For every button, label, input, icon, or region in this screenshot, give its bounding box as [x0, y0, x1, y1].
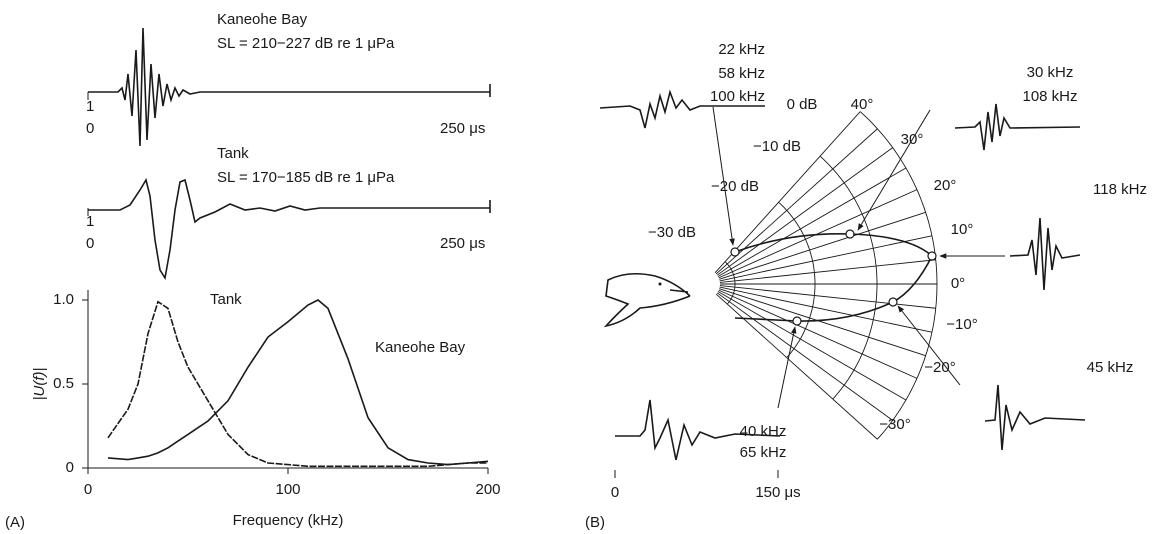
radial-line: [719, 259, 936, 283]
amp-label: 1: [86, 98, 94, 115]
waveform: [984, 384, 1086, 451]
site-label: Kaneohe Bay: [217, 11, 308, 28]
waveform: [599, 89, 765, 129]
level-arc: [778, 201, 816, 358]
frequency-label: 45 kHz: [1087, 359, 1134, 376]
time-end: 250 μs: [440, 235, 485, 252]
panel-label: (B): [585, 514, 605, 531]
angle-label: −30°: [879, 416, 910, 433]
time-end: 150 μs: [755, 484, 800, 501]
time-start: 0: [86, 120, 94, 137]
radial-line: [719, 235, 933, 282]
angle-label: 10°: [951, 221, 974, 238]
angle-label: −10°: [946, 316, 977, 333]
panel-label: (A): [5, 514, 25, 531]
radial-line: [717, 167, 907, 277]
beam-diagram: [714, 111, 938, 440]
angle-label: 40°: [851, 96, 874, 113]
y-axis-label: |U(f)|: [31, 368, 48, 401]
y-tick-label: 0.5: [53, 375, 74, 392]
angle-label: −20°: [924, 359, 955, 376]
angle-label: 20°: [934, 177, 957, 194]
time-start: 0: [86, 235, 94, 252]
frequency-label: 22 kHz: [718, 41, 765, 58]
angle-label: 0°: [951, 275, 965, 292]
spectrum-line: [107, 299, 489, 466]
waveform: [1009, 217, 1081, 291]
waveform: [954, 103, 1081, 151]
level-arc: [859, 111, 938, 440]
frequency-label: 40 kHz: [740, 423, 787, 440]
level-arc: [724, 261, 736, 305]
frequency-label: 65 kHz: [740, 444, 787, 461]
frequency-label: 58 kHz: [718, 65, 765, 82]
waveform: [615, 399, 781, 461]
amp-label: 1: [86, 213, 94, 230]
frequency-label: 100 kHz: [710, 88, 765, 105]
frequency-label: 108 kHz: [1022, 88, 1077, 105]
series-label: Tank: [210, 291, 242, 308]
spectrum-line: [107, 300, 488, 468]
waveform: [88, 27, 490, 147]
angle-label: 30°: [901, 131, 924, 148]
radial-line: [719, 211, 926, 280]
spectrum-chart: Frequency (kHz) |U(f)| 0 0.5 1.0 0 100 200 Tan…: [31, 290, 501, 529]
radial-line: [717, 291, 907, 401]
dolphin: [603, 272, 691, 328]
db-label: −30 dB: [648, 224, 696, 241]
db-label: 0 dB: [787, 96, 818, 113]
radial-line: [719, 288, 926, 357]
radial-line: [716, 292, 893, 421]
x-tick-label: 0: [84, 481, 92, 498]
radial-line: [714, 111, 861, 274]
x-tick-label: 200: [475, 481, 500, 498]
x-axis-label: Frequency (kHz): [233, 512, 344, 529]
x-tick-label: 100: [275, 481, 300, 498]
series-label: Kaneohe Bay: [375, 339, 466, 356]
db-label: −10 dB: [753, 138, 801, 155]
measurement-points: [730, 229, 937, 326]
source-level: SL = 210−227 dB re 1 μPa: [217, 35, 395, 52]
radial-line: [718, 289, 918, 379]
y-tick-label: 0: [66, 459, 74, 476]
waveform: [88, 177, 490, 281]
time-start: 0: [611, 484, 619, 501]
frequency-label: 118 kHz: [1093, 181, 1147, 198]
radial-line: [719, 286, 933, 333]
y-tick-label: 1.0: [53, 291, 74, 308]
source-level: SL = 170−185 dB re 1 μPa: [217, 169, 395, 186]
dolphin-eye: [658, 282, 662, 286]
level-arc: [819, 155, 878, 400]
arrows: [712, 106, 1005, 409]
time-end: 250 μs: [440, 120, 485, 137]
radial-line: [716, 147, 893, 276]
site-label: Tank: [217, 145, 249, 162]
radial-line: [719, 285, 936, 309]
frequency-label: 30 kHz: [1027, 64, 1074, 81]
db-label: −20 dB: [711, 178, 759, 195]
